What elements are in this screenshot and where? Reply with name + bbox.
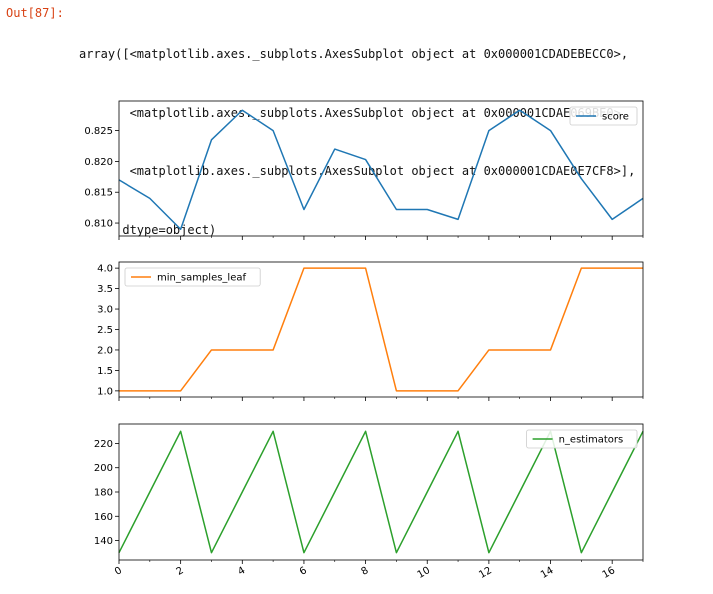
legend-label: min_samples_leaf (157, 273, 246, 284)
axes-frame (118, 423, 644, 561)
x-tick-label: 4 (236, 565, 247, 578)
y-tick-label: 140 (94, 536, 113, 547)
x-tick-label: 6 (298, 565, 309, 578)
y-tick-label: 1.5 (97, 366, 113, 377)
y-tick-label: 2.0 (97, 345, 113, 356)
legend-label: score (602, 112, 629, 123)
output-line: dtype=object) (79, 222, 217, 237)
y-tick-label: 2.5 (97, 325, 113, 336)
legend-label: n_estimators (559, 435, 624, 446)
x-tick-label: 0 (113, 565, 124, 578)
legend-box (526, 429, 638, 449)
y-tick-label: 220 (94, 439, 113, 450)
legend-box (569, 106, 638, 126)
series-line-n_estimators (118, 430, 644, 554)
axes-frame (118, 261, 644, 398)
y-tick-label: 0.825 (84, 126, 113, 137)
series-line-score (118, 109, 644, 230)
series-line-min_samples_leaf (119, 267, 643, 392)
x-tick-label: 10 (416, 565, 433, 581)
legend: min_samples_leaf (124, 267, 261, 287)
legend-box (124, 267, 261, 287)
legend: n_estimators (526, 429, 638, 449)
subplot-3: 140 160 180 200 220 n_estimators 0 2 4 6 8 10 12 14 16 (94, 423, 644, 581)
y-tick-label: 3.0 (97, 305, 113, 316)
x-tick-label: 16 (601, 565, 618, 581)
y-tick-label: 0.815 (84, 188, 113, 199)
y-tick-label: 200 (94, 463, 113, 474)
y-tick-label: 3.5 (97, 284, 113, 295)
y-tick-label: 160 (94, 512, 113, 523)
subplot-1: 0.810 0.815 0.820 0.825 score (84, 100, 644, 240)
subplot-2: 1.0 1.5 2.0 2.5 3.0 3.5 4.0 min_samples_leaf (97, 261, 644, 401)
x-tick-label: 12 (477, 565, 494, 581)
y-tick-label: 180 (94, 488, 113, 499)
x-tick-label: 14 (539, 565, 556, 581)
legend: score (569, 106, 638, 126)
x-tick-label: 2 (175, 565, 186, 578)
y-tick-label: 4.0 (97, 264, 113, 275)
output-line: array([<matplotlib.axes._subplots.AxesSu… (79, 47, 629, 61)
y-tick-label: 1.0 (97, 386, 113, 397)
axes-frame (118, 100, 644, 237)
y-tick-label: 0.820 (84, 157, 113, 168)
output-text: array([<matplotlib.axes._subplots.AxesSu… (79, 6, 635, 260)
x-tick-label: 8 (360, 565, 371, 578)
output-line: <matplotlib.axes._subplots.AxesSubplot o… (79, 164, 636, 178)
y-tick-label: 0.810 (84, 219, 113, 230)
output-prompt: Out[87]: (6, 6, 64, 20)
